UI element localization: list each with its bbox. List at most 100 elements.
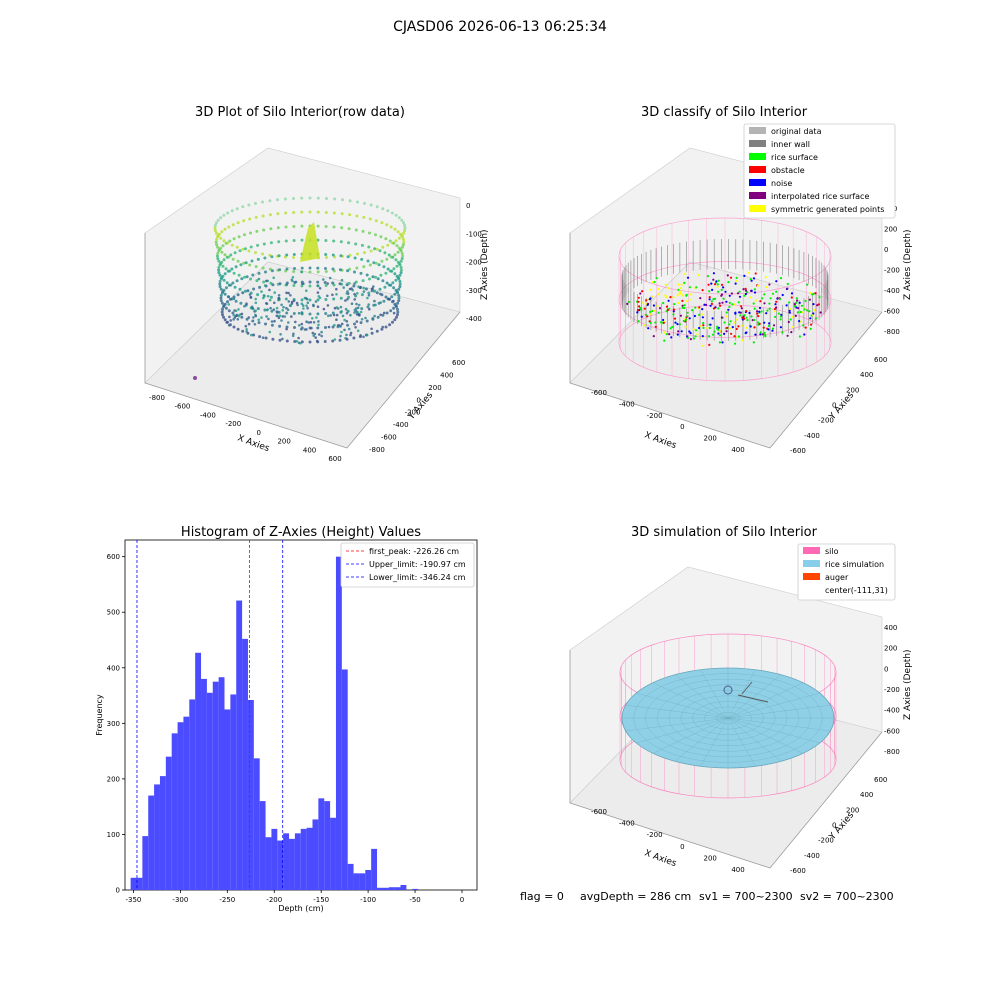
simulation-x-tick-label: -200 [647,831,663,839]
raw-y-tick-label: -600 [381,434,397,442]
histogram-bar [218,677,225,890]
histogram-bar [312,819,319,890]
classify-legend-swatch [749,205,766,212]
classify-legend-swatch [749,192,766,199]
raw-x-tick-label: 0 [256,429,260,437]
classify-z-tick-label: -800 [884,328,900,336]
raw-zlabel: Z Axies (Depth) [480,229,490,300]
histogram-bar [159,776,166,890]
classify-x-tick-label: -200 [647,412,663,420]
classify-point-cloud [621,239,829,347]
classify-y-tick-label: -600 [790,447,806,455]
histogram-x-ticks: -350 -300 -250 -200 -150 -100 -50 0 [126,890,464,904]
histogram-bar [183,716,190,890]
simulation-z-tick-label: -200 [884,686,900,694]
footer-avg-depth: avgDepth = 286 cm [580,890,691,903]
footer-sv2: sv2 = 700~2300 [800,890,894,903]
histogram-x-tick-label: -250 [219,896,235,904]
classify-xlabel: X Axies [643,430,678,451]
classify-x-tick-label: 200 [704,435,717,443]
classify-legend-label: rice surface [771,153,818,162]
histogram-x-tick-label: -150 [313,896,329,904]
histogram-bar [335,556,342,890]
histogram-y-tick-label: 600 [107,553,120,561]
classify-y-tick-label: -200 [818,417,834,425]
histogram-bar [236,600,243,890]
footer-sv1: sv1 = 700~2300 [699,890,793,903]
histogram-bar [142,836,149,890]
classify-legend-swatch [749,179,766,186]
histogram-ylabel: Frequency [95,694,104,736]
raw-ylabel: Y Axies [406,390,435,422]
simulation-z-tick-label: -600 [884,727,900,735]
histogram-bar [242,638,248,890]
classify-z-tick-label: -600 [884,308,900,316]
raw-y-tick-label: 600 [452,359,465,367]
histogram-bar [353,873,360,890]
histogram-y-tick-label: 0 [116,887,120,895]
histogram-bar [253,758,260,890]
footer-flag: flag = 0 [520,890,564,903]
histogram-panel: Histogram of Z-Axies (Height) Values -35… [95,525,478,913]
histogram-bar [341,669,348,890]
simulation-y-tick-label: 400 [860,791,873,799]
histogram-reference-lines [136,540,284,890]
histogram-legend-label: first_peak: -226.26 cm [369,547,459,556]
histogram-bar [388,887,395,890]
raw-z-tick-label: 0 [466,202,470,210]
classify-legend-label: original data [771,127,822,136]
raw-y-tick-label: -200 [405,409,421,417]
classify-legend-label: symmetric generated points [771,205,884,214]
classify-y-tick-label: -400 [804,432,820,440]
raw-y-tick-label: 0 [416,396,420,404]
histogram-bar [300,828,307,890]
simulation-z-tick-label: 400 [884,624,897,632]
histogram-bar [330,817,336,890]
classify-legend-swatch [749,127,766,134]
histogram-bar [382,887,389,890]
raw-axes-box [144,147,461,449]
simulation-zlabel: Z Axies (Depth) [903,649,913,720]
classify-3d-panel: 3D classify of Silo Interior -600 -400 -20… [569,105,913,455]
simulation-x-tick-label: 0 [680,843,684,851]
histogram-bar [177,722,184,890]
simulation-y-tick-label: -600 [790,867,806,875]
simulation-x-tick-label: -400 [619,820,635,828]
classify-silo-wireframe [618,217,832,382]
classify-legend-label: noise [771,179,792,188]
simulation-legend-label: auger [825,573,849,582]
histogram-x-tick-label: -100 [360,896,376,904]
histogram-bar [130,877,137,890]
raw-panel-title: 3D Plot of Silo Interior(row data) [195,105,405,120]
raw-y-tick-label: -800 [369,446,385,454]
classify-z-tick-label: -200 [884,267,900,275]
histogram-legend-label: Lower_limit: -346.24 cm [369,573,466,582]
simulation-auger [723,681,769,703]
simulation-legend-label: silo [825,547,839,556]
simulation-z-tick-label: 200 [884,645,897,653]
classify-zlabel: Z Axies (Depth) [903,229,913,300]
raw-y-tick-label: -400 [393,421,409,429]
simulation-z-tick-label: -400 [884,707,900,715]
raw-z-tick-label: -100 [466,230,482,238]
simulation-y-tick-label: 0 [832,822,836,830]
simulation-legend-swatch [803,573,820,580]
histogram-x-tick-label: -50 [409,896,420,904]
simulation-x-tick-label: -600 [591,808,607,816]
classify-y-tick-label: 600 [874,356,887,364]
simulation-x-tick-label: 400 [731,866,744,874]
histogram-bars [130,556,419,890]
histogram-y-ticks: 0 100 200 300 400 500 600 [107,553,125,895]
simulation-legend-swatch [803,547,820,554]
histogram-bar [359,873,366,890]
histogram-bar [283,833,290,890]
histogram-y-tick-label: 500 [107,609,120,617]
raw-xlabel: X Axies [236,433,271,454]
raw-x-tick-label: -200 [225,420,241,428]
histogram-bar [324,801,331,890]
histogram-xlabel: Depth (cm) [278,904,323,913]
histogram-bar [306,827,313,890]
simulation-y-tick-label: -400 [804,852,820,860]
histogram-legend: first_peak: -226.26 cm Upper_limit: -190.… [340,542,475,588]
classify-x-tick-label: 0 [680,423,684,431]
